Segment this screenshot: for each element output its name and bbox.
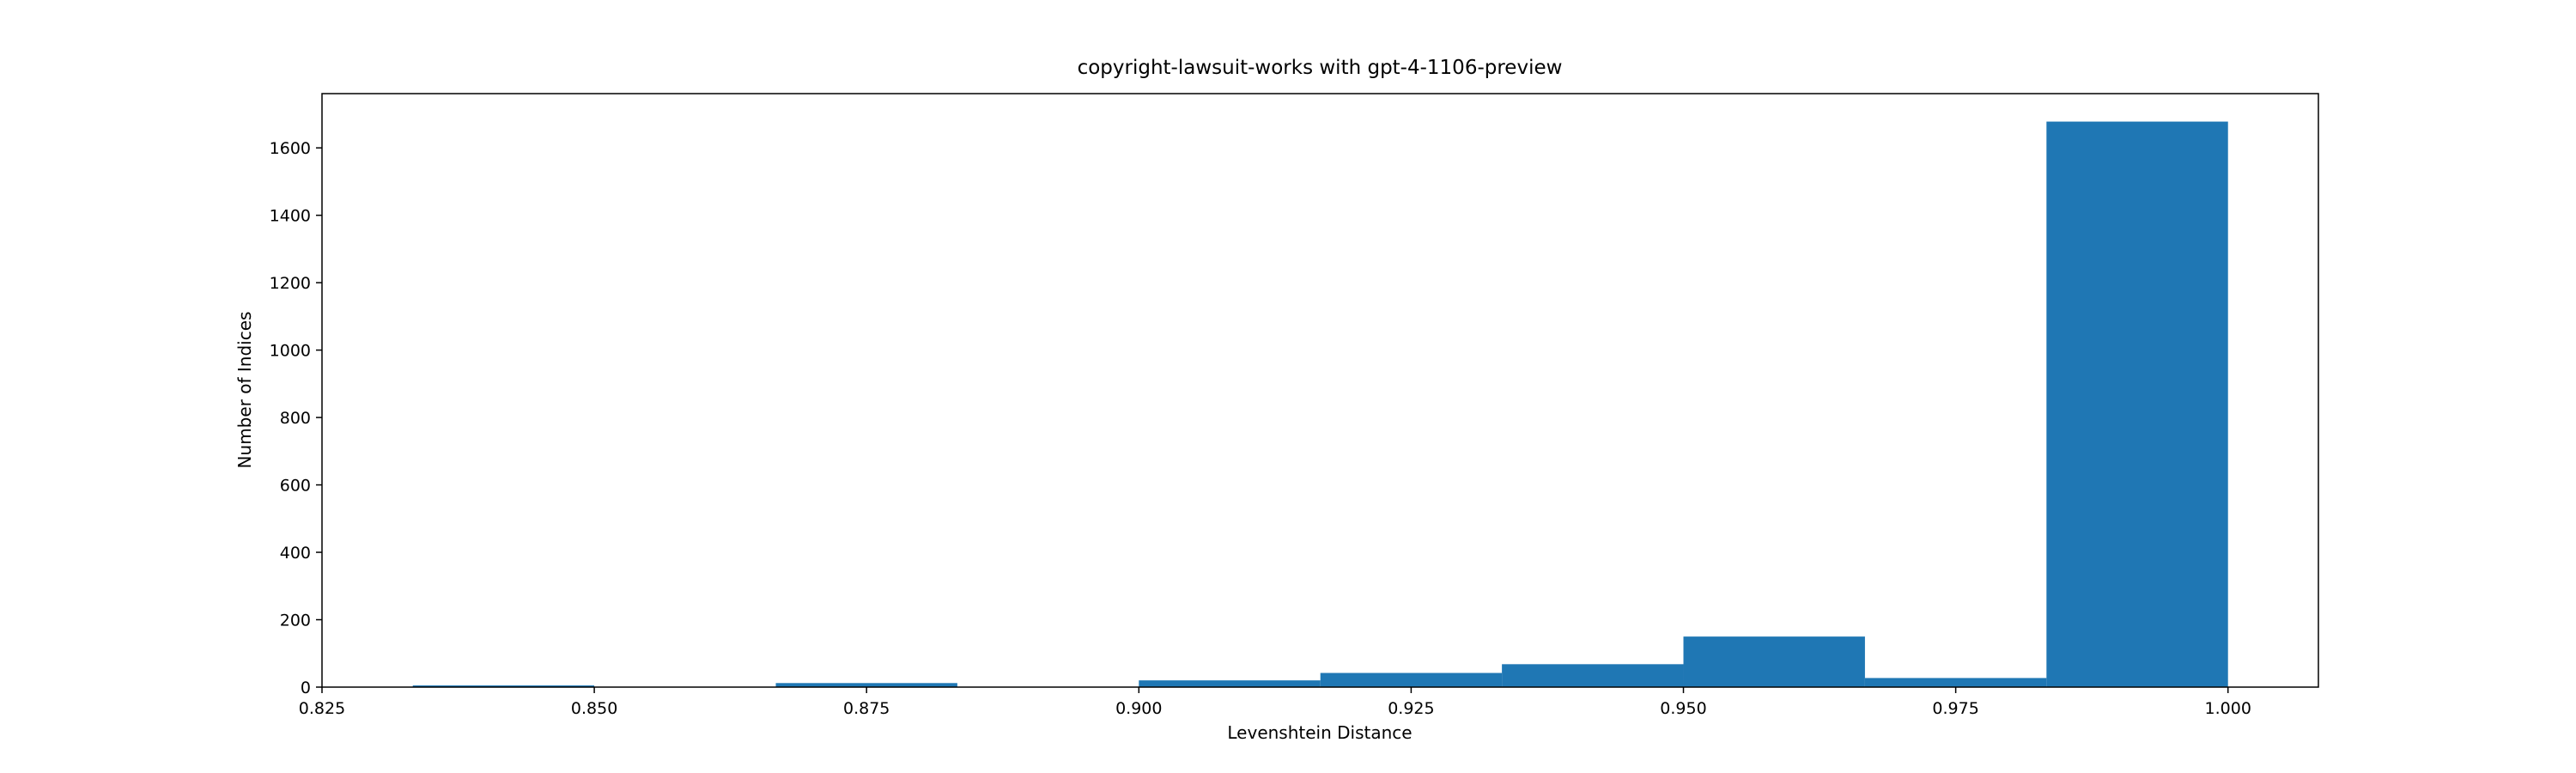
bar: [1864, 678, 2047, 687]
bar: [1683, 636, 1865, 687]
y-tick-label: 0: [301, 679, 311, 697]
plot-frame: [321, 93, 2319, 688]
x-tick-label: 1.000: [2205, 699, 2251, 718]
x-tick-label: 0.850: [571, 699, 617, 718]
x-tick-label: 0.825: [299, 699, 345, 718]
x-tick-label: 0.950: [1660, 699, 1706, 718]
bar: [1139, 680, 1321, 687]
bar: [1502, 664, 1684, 687]
y-axis-label: Number of Indices: [234, 312, 255, 469]
y-tick-label: 1400: [270, 207, 311, 226]
x-axis-label: Levenshtein Distance: [1227, 722, 1412, 743]
bar: [412, 685, 595, 687]
bar: [1320, 673, 1503, 687]
y-tick-label: 200: [280, 612, 311, 630]
bar: [775, 683, 957, 687]
y-tick-label: 400: [280, 544, 311, 563]
y-tick-label: 800: [280, 409, 311, 428]
y-tick-label: 1600: [270, 139, 311, 158]
x-tick-label: 0.975: [1932, 699, 1978, 718]
x-tick-label: 0.875: [843, 699, 890, 718]
x-tick-label: 0.925: [1388, 699, 1434, 718]
y-tick-label: 600: [280, 477, 311, 496]
y-tick-label: 1200: [270, 274, 311, 293]
chart-title: copyright-lawsuit-works with gpt-4-1106-…: [1078, 57, 1563, 79]
bar: [2046, 121, 2228, 687]
x-tick-label: 0.900: [1115, 699, 1162, 718]
y-tick-label: 1000: [270, 342, 311, 361]
